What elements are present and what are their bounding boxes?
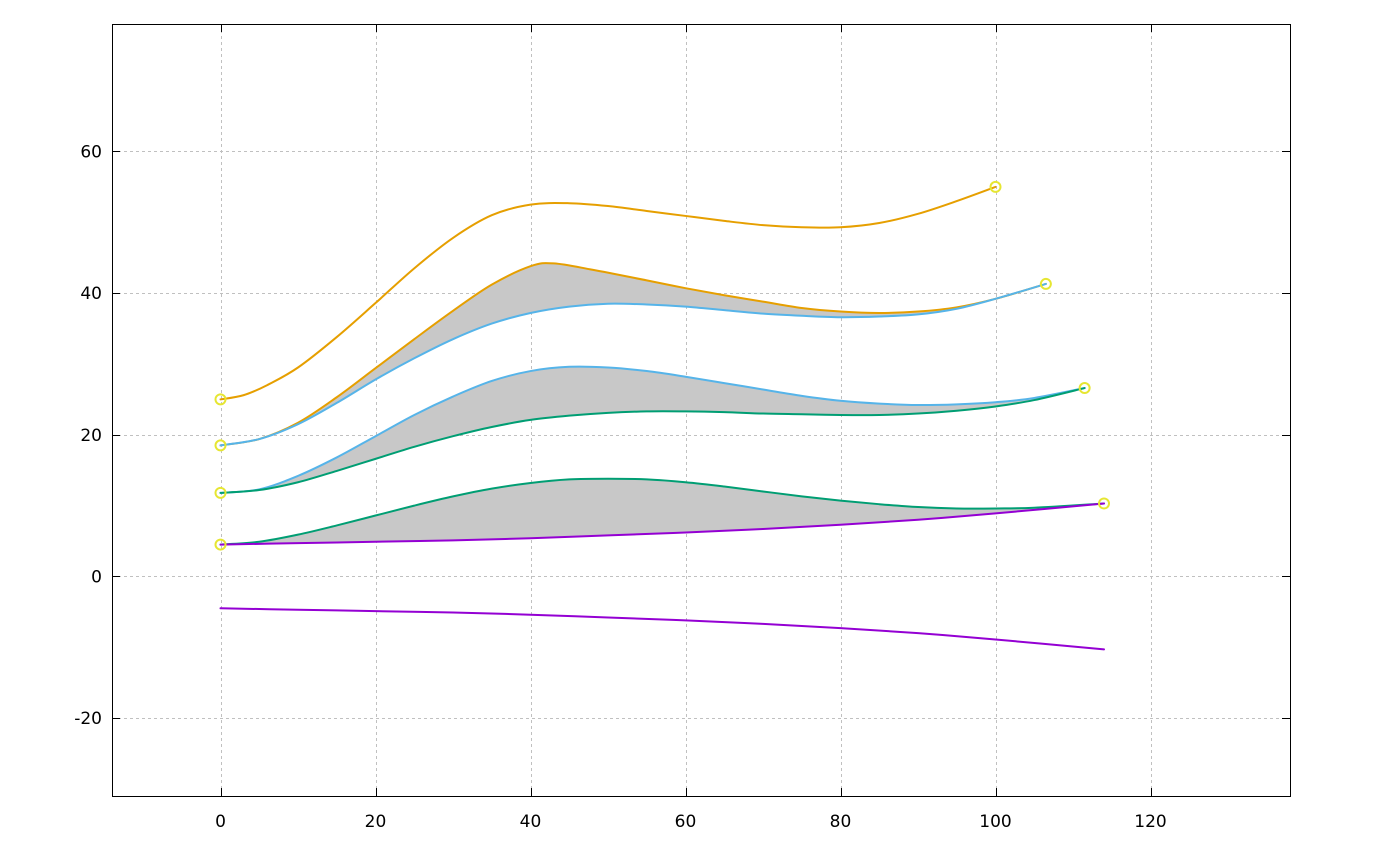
x-tick-label: 60 <box>675 812 697 832</box>
endpoint-marker <box>1039 277 1052 290</box>
tick-labels: 0 20 40 60 80 100 120 -20 0 20 40 60 <box>74 142 1167 832</box>
series-line-7 <box>219 502 1105 546</box>
series-line-2 <box>219 262 1047 447</box>
x-tick-label: 0 <box>215 812 226 832</box>
series-line-4 <box>219 365 1086 494</box>
series-line-1 <box>219 185 997 401</box>
endpoint-marker <box>214 393 227 406</box>
series-line-8 <box>219 607 1105 651</box>
filled-regions <box>220 263 1104 545</box>
y-tick-label: 60 <box>80 142 102 162</box>
x-tick-label: 120 <box>1134 812 1166 832</box>
x-tick-label: 20 <box>365 812 387 832</box>
y-tick-label: 0 <box>91 567 102 587</box>
series-lines <box>219 185 1105 651</box>
endpoint-marker <box>1078 382 1091 395</box>
endpoint-marker <box>989 180 1002 193</box>
x-tick-label: 40 <box>520 812 542 832</box>
filled-region <box>220 263 1046 446</box>
endpoint-marker <box>214 538 227 551</box>
y-tick-label: -20 <box>74 709 102 729</box>
series-line-3 <box>219 282 1047 447</box>
series-line-5 <box>219 387 1086 494</box>
endpoint-marker <box>1098 497 1110 510</box>
series-line-6 <box>219 477 1105 546</box>
plot-frame <box>112 24 1291 797</box>
endpoint-marker <box>214 486 227 499</box>
axis-ticks <box>112 24 1290 796</box>
x-tick-label: 100 <box>979 812 1011 832</box>
endpoint-marker <box>214 439 227 452</box>
x-tick-label: 80 <box>830 812 852 832</box>
y-tick-label: 40 <box>80 284 102 304</box>
y-tick-label: 20 <box>80 426 102 446</box>
filled-region <box>220 366 1085 493</box>
filled-region <box>220 478 1104 545</box>
endpoint-markers <box>214 180 1110 551</box>
